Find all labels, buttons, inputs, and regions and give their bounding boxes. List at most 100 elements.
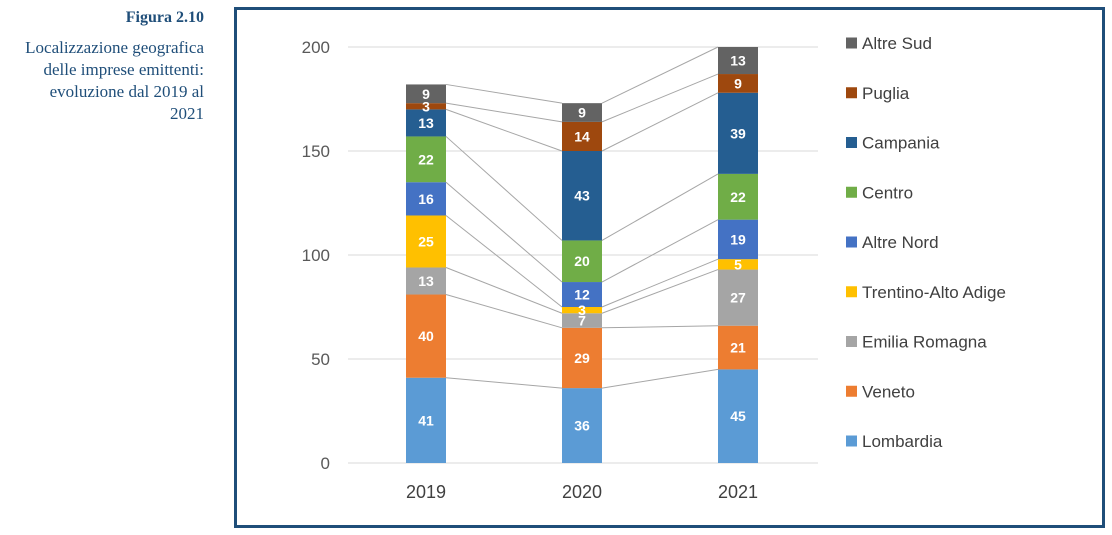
legend-item-altre-nord: Altre Nord <box>846 233 939 252</box>
legend-label: Campania <box>862 134 940 153</box>
legend-swatch <box>846 236 857 248</box>
data-label-trentino-alto-adige-2020: 3 <box>578 302 586 318</box>
data-label-altre-nord-2020: 12 <box>574 287 590 303</box>
data-label-centro-2020: 20 <box>574 253 590 269</box>
legend-label: Lombardia <box>862 432 943 451</box>
y-tick-label: 0 <box>321 454 330 473</box>
data-label-centro-2021: 22 <box>730 189 746 205</box>
bar-segment-centro-2019 <box>406 136 446 183</box>
legend-item-puglia: Puglia <box>846 84 910 103</box>
y-tick-label: 50 <box>311 350 330 369</box>
figure-title-line: 2021 <box>170 104 204 123</box>
series-line-lombardia <box>445 377 563 389</box>
bar-segment-lombardia-2020 <box>562 388 602 463</box>
bar-segment-veneto-2019 <box>406 294 446 378</box>
data-label-trentino-alto-adige-2019: 25 <box>418 233 434 249</box>
data-label-emilia-romagna-2019: 13 <box>418 273 434 289</box>
data-label-emilia-romagna-2021: 27 <box>730 290 746 306</box>
data-label-puglia-2020: 14 <box>574 128 590 144</box>
bar-segment-puglia-2020 <box>562 121 602 151</box>
bar-segment-puglia-2021 <box>718 74 758 93</box>
series-line-emilia-romagna <box>445 267 563 314</box>
series-line-campania <box>601 92 719 152</box>
legend-label: Veneto <box>862 382 915 401</box>
bar-segment-emilia-romagna-2020 <box>562 313 602 328</box>
legend-swatch <box>846 385 857 397</box>
figure-number: Figura 2.10 <box>125 9 204 26</box>
legend-swatch <box>846 87 857 99</box>
bar-segment-emilia-romagna-2021 <box>718 269 758 326</box>
bar-segment-trentino-alto-adige-2021 <box>718 259 758 270</box>
data-labels: 4140132516221339362973122043149452127519… <box>418 53 746 434</box>
series-line-lombardia <box>601 368 719 389</box>
bar-segment-campania-2020 <box>562 151 602 241</box>
x-tick-label: 2019 <box>406 482 446 502</box>
y-axis: 0 50 100 150 200 <box>302 38 330 473</box>
series-line-veneto <box>445 294 563 329</box>
data-label-campania-2019: 13 <box>418 115 434 131</box>
data-label-trentino-alto-adige-2021: 5 <box>734 256 742 272</box>
data-label-altre-sud-2020: 9 <box>578 105 586 121</box>
bar-segment-veneto-2020 <box>562 327 602 389</box>
series-lines <box>445 46 719 389</box>
figure-title-line: delle imprese emittenti: <box>43 60 204 79</box>
legend-label: Altre Nord <box>862 233 939 252</box>
bar-segment-centro-2021 <box>718 173 758 220</box>
legend-item-emilia-romagna: Emilia Romagna <box>846 333 987 352</box>
x-axis: 2019 2020 2021 <box>406 482 758 502</box>
data-label-veneto-2020: 29 <box>574 350 590 366</box>
bar-segment-altre-nord-2020 <box>562 282 602 307</box>
data-label-lombardia-2019: 41 <box>418 412 434 428</box>
bar-segment-altre-sud-2021 <box>718 47 758 75</box>
series-line-emilia-romagna <box>601 269 719 314</box>
series-line-puglia <box>601 73 719 123</box>
bar-segment-campania-2019 <box>406 109 446 137</box>
legend-item-lombardia: Lombardia <box>846 432 943 451</box>
data-label-puglia-2021: 9 <box>734 75 742 91</box>
data-label-centro-2019: 22 <box>418 151 434 167</box>
data-label-altre-nord-2021: 19 <box>730 231 746 247</box>
bar-segment-lombardia-2019 <box>406 377 446 463</box>
legend-swatch <box>846 336 857 347</box>
bar-segment-campania-2021 <box>718 92 758 174</box>
figure-title-line: Localizzazione geografica <box>25 38 204 57</box>
series-line-trentino-alto-adige <box>601 258 719 308</box>
y-tick-label: 100 <box>302 246 330 265</box>
data-label-campania-2021: 39 <box>730 125 746 141</box>
data-label-altre-nord-2019: 16 <box>418 191 434 207</box>
legend-item-veneto: Veneto <box>846 382 915 401</box>
y-tick-label: 150 <box>302 142 330 161</box>
series-line-altre-nord <box>445 181 563 283</box>
bar-segment-lombardia-2021 <box>718 369 758 463</box>
legend-item-campania: Campania <box>846 134 940 153</box>
bar-segment-altre-sud-2020 <box>562 103 602 122</box>
chart-frame <box>234 7 1105 528</box>
series-line-centro <box>445 136 563 241</box>
bar-segment-altre-nord-2021 <box>718 219 758 260</box>
legend-label: Trentino-Alto Adige <box>862 283 1006 302</box>
legend-item-trentino-alto-adige: Trentino-Alto Adige <box>846 283 1006 302</box>
data-label-altre-sud-2019: 9 <box>422 86 430 102</box>
legend-item-altre-sud: Altre Sud <box>846 34 932 53</box>
legend-label: Altre Sud <box>862 34 932 53</box>
figure-title: Localizzazione geografica delle imprese … <box>25 37 204 125</box>
data-label-lombardia-2021: 45 <box>730 408 746 424</box>
legend-swatch <box>846 286 857 298</box>
bar-segment-puglia-2019 <box>406 103 446 110</box>
series-line-altre-nord <box>601 219 719 283</box>
legend-item-centro: Centro <box>846 183 913 202</box>
bars <box>406 47 758 463</box>
bar-segment-trentino-alto-adige-2019 <box>406 215 446 268</box>
series-line-puglia <box>445 102 563 123</box>
data-label-lombardia-2020: 36 <box>574 418 590 434</box>
data-label-emilia-romagna-2020: 7 <box>578 313 586 329</box>
series-line-trentino-alto-adige <box>445 215 563 308</box>
data-label-puglia-2019: 3 <box>422 98 430 114</box>
legend-swatch <box>846 37 857 49</box>
bar-segment-emilia-romagna-2019 <box>406 267 446 295</box>
bar-segment-centro-2020 <box>562 240 602 283</box>
data-label-altre-sud-2021: 13 <box>730 53 746 69</box>
series-line-altre-sud <box>601 46 719 104</box>
